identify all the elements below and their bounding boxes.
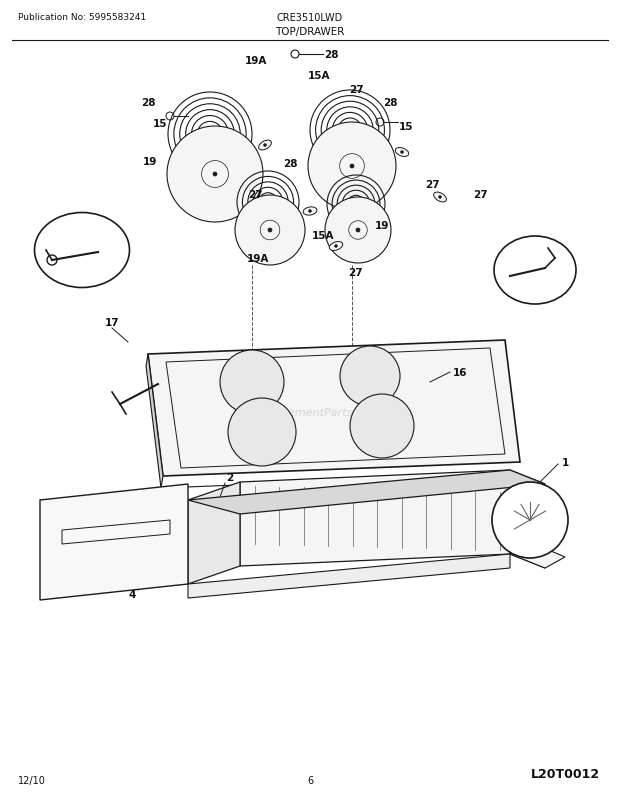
Circle shape bbox=[213, 172, 217, 176]
Polygon shape bbox=[188, 482, 240, 585]
Text: 27: 27 bbox=[247, 190, 262, 200]
Circle shape bbox=[350, 164, 354, 168]
Text: 18A: 18A bbox=[60, 229, 82, 240]
Circle shape bbox=[228, 399, 296, 467]
Text: 15: 15 bbox=[399, 122, 414, 132]
Ellipse shape bbox=[259, 141, 272, 151]
Circle shape bbox=[208, 132, 213, 137]
Circle shape bbox=[347, 128, 353, 133]
Text: 28: 28 bbox=[324, 50, 339, 60]
Circle shape bbox=[335, 245, 337, 248]
Text: 16: 16 bbox=[453, 367, 467, 378]
Ellipse shape bbox=[396, 148, 409, 157]
Text: 19A: 19A bbox=[247, 253, 269, 264]
Circle shape bbox=[268, 229, 272, 233]
Text: 19: 19 bbox=[143, 157, 157, 167]
Text: 28: 28 bbox=[141, 98, 155, 107]
Circle shape bbox=[309, 210, 311, 213]
Circle shape bbox=[492, 482, 568, 558]
Polygon shape bbox=[510, 542, 565, 569]
Text: 1: 1 bbox=[561, 457, 569, 468]
Circle shape bbox=[264, 144, 267, 148]
Text: 12/10: 12/10 bbox=[18, 775, 46, 785]
Circle shape bbox=[308, 123, 396, 211]
Polygon shape bbox=[240, 471, 510, 566]
Polygon shape bbox=[40, 484, 188, 600]
Text: Publication No: 5995583241: Publication No: 5995583241 bbox=[18, 14, 146, 22]
Text: 7: 7 bbox=[526, 516, 534, 525]
Circle shape bbox=[325, 198, 391, 264]
Text: 18: 18 bbox=[520, 249, 534, 260]
Circle shape bbox=[235, 196, 305, 265]
Ellipse shape bbox=[303, 208, 317, 216]
Text: 15: 15 bbox=[153, 119, 167, 129]
Polygon shape bbox=[146, 354, 163, 488]
Text: 27: 27 bbox=[348, 85, 363, 95]
Text: TOP/DRAWER: TOP/DRAWER bbox=[275, 27, 345, 37]
Ellipse shape bbox=[329, 242, 343, 251]
Text: 27: 27 bbox=[472, 190, 487, 200]
Text: L20T0012: L20T0012 bbox=[531, 768, 600, 780]
Polygon shape bbox=[510, 471, 545, 569]
Text: 15A: 15A bbox=[312, 231, 335, 241]
Text: 28: 28 bbox=[383, 98, 397, 107]
Text: 15A: 15A bbox=[308, 71, 330, 81]
Circle shape bbox=[340, 346, 400, 407]
Polygon shape bbox=[188, 554, 510, 598]
Text: 27: 27 bbox=[425, 180, 440, 190]
Text: 4: 4 bbox=[128, 589, 136, 599]
Text: 6: 6 bbox=[307, 775, 313, 785]
Text: 19A: 19A bbox=[245, 56, 267, 66]
Polygon shape bbox=[188, 471, 545, 514]
Ellipse shape bbox=[35, 213, 130, 288]
Circle shape bbox=[356, 229, 360, 233]
Circle shape bbox=[265, 200, 270, 205]
Text: CRE3510LWD: CRE3510LWD bbox=[277, 13, 343, 23]
Text: 27: 27 bbox=[348, 268, 362, 277]
Circle shape bbox=[353, 202, 358, 207]
Circle shape bbox=[167, 127, 263, 223]
Polygon shape bbox=[148, 341, 520, 476]
Ellipse shape bbox=[494, 237, 576, 305]
Ellipse shape bbox=[433, 192, 446, 203]
Text: 19: 19 bbox=[375, 221, 389, 231]
Text: 17: 17 bbox=[105, 318, 119, 327]
Text: 2: 2 bbox=[226, 472, 234, 482]
Circle shape bbox=[438, 196, 441, 199]
Circle shape bbox=[220, 350, 284, 415]
Text: ©ReplacementParts.com: ©ReplacementParts.com bbox=[240, 407, 380, 418]
Circle shape bbox=[350, 395, 414, 459]
Text: 28: 28 bbox=[283, 159, 297, 168]
Circle shape bbox=[401, 152, 404, 154]
